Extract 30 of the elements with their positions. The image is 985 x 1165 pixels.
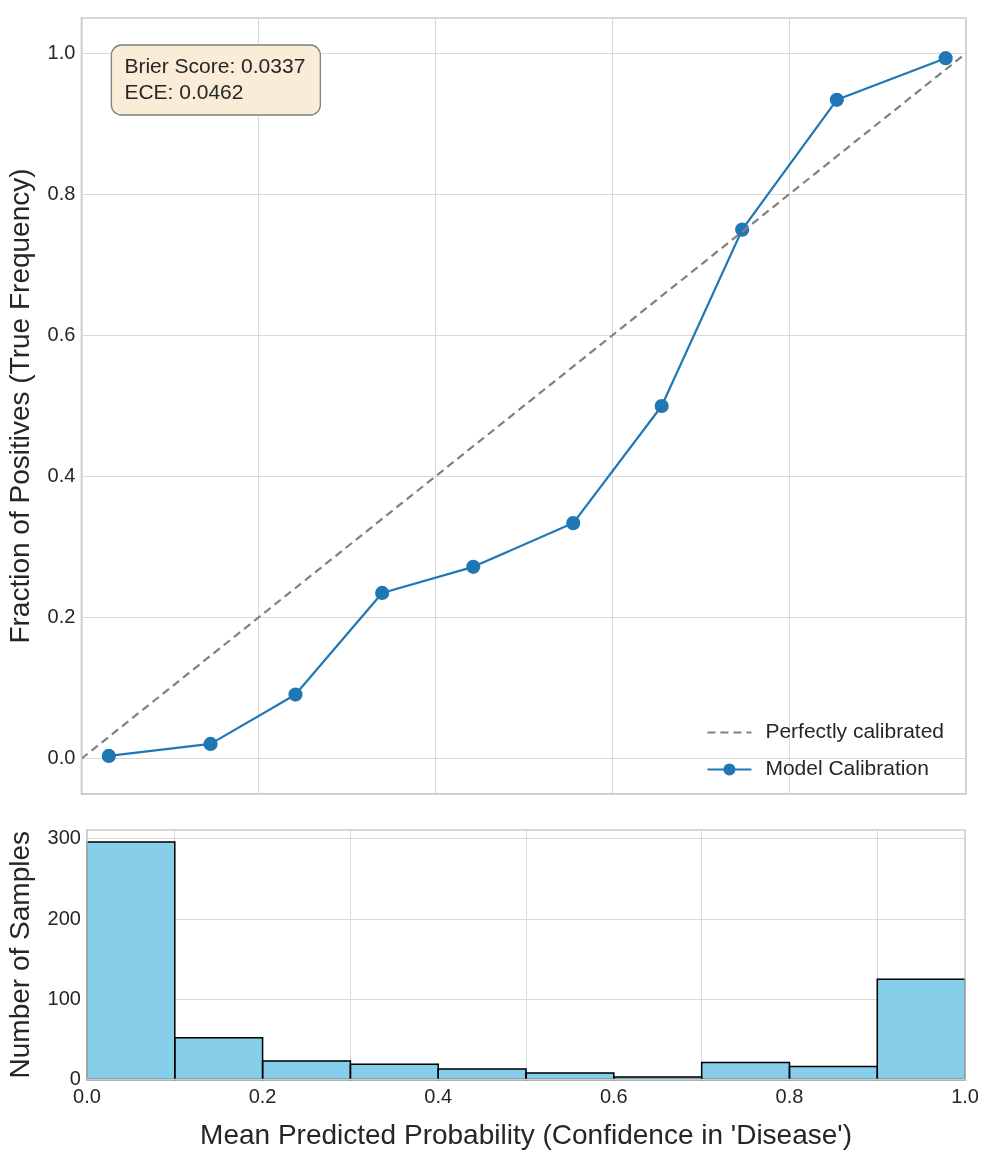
y-tick-label: 200 [47, 906, 81, 929]
legend-label: Perfectly calibrated [765, 719, 945, 743]
y-tick-label: 0.4 [47, 464, 76, 487]
point [829, 92, 844, 107]
y-axis-title: Number of Samples [3, 830, 35, 1079]
x-tick-label: 1.0 [951, 1084, 979, 1107]
y-axis-title: Fraction of Positives (True Frequency) [3, 168, 35, 644]
y-tick-label: 0.0 [47, 746, 76, 769]
annotation: Brier Score: 0.0337 [124, 53, 306, 77]
x-tick-label: 0.2 [248, 1084, 277, 1107]
point [654, 398, 669, 414]
point [938, 51, 953, 66]
point [566, 516, 581, 531]
y-tick-label: 0.8 [47, 181, 76, 204]
point [466, 559, 481, 574]
x-tick-label: 0.8 [775, 1084, 804, 1107]
y-tick-label: 0.2 [47, 605, 76, 628]
annotation: ECE: 0.0462 [124, 79, 244, 103]
y-tick-label: 1.0 [47, 40, 76, 63]
y-tick-label: 0.6 [47, 322, 76, 345]
point [288, 687, 303, 702]
y-tick-label: 300 [47, 826, 81, 849]
legend-label: Model Calibration [765, 756, 929, 780]
x-tick-label: 0.6 [599, 1084, 628, 1107]
point [375, 585, 390, 601]
point [203, 736, 218, 752]
point [101, 748, 116, 764]
x-axis-title: Mean Predicted Probability (Confidence in 'Disease') [200, 1118, 852, 1150]
x-tick-label: 0.4 [424, 1084, 453, 1107]
y-tick-label: 100 [47, 986, 81, 1009]
